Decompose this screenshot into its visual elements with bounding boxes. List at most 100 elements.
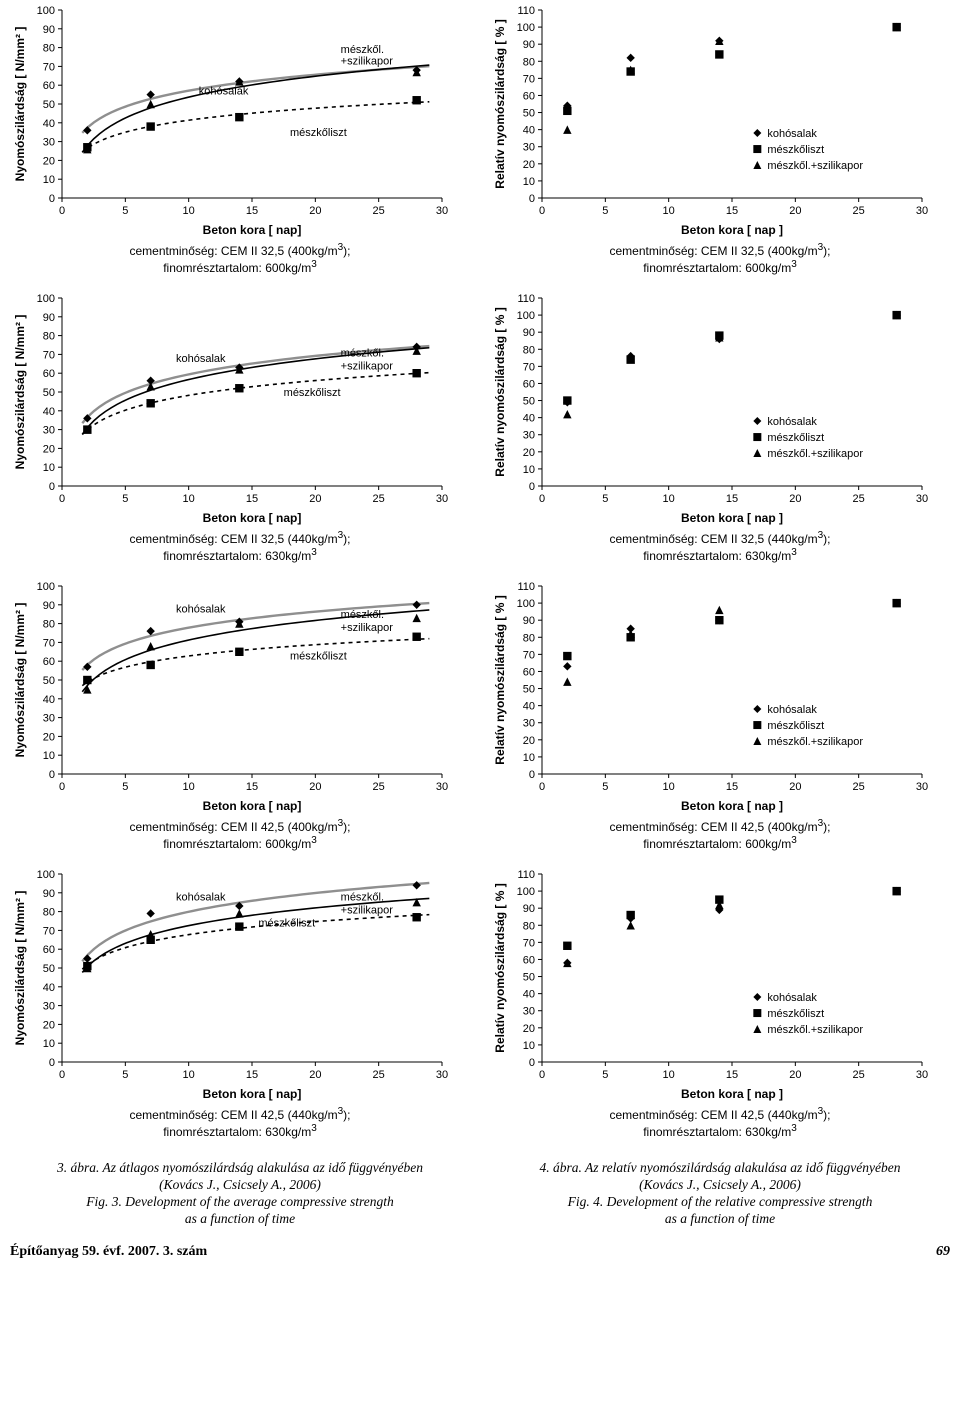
svg-text:70: 70: [523, 649, 535, 661]
svg-text:10: 10: [43, 174, 55, 186]
svg-text:50: 50: [43, 675, 55, 687]
svg-text:60: 60: [43, 656, 55, 668]
svg-text:15: 15: [726, 1069, 738, 1081]
svg-text:30: 30: [43, 713, 55, 725]
svg-text:10: 10: [183, 781, 195, 793]
svg-text:20: 20: [43, 443, 55, 455]
svg-text:15: 15: [246, 1069, 258, 1081]
svg-text:50: 50: [523, 396, 535, 408]
svg-text:10: 10: [43, 1038, 55, 1050]
svg-text:5: 5: [602, 1069, 608, 1081]
svg-text:Relatív nyomószilárdság [ % ]: Relatív nyomószilárdság [ % ]: [493, 883, 507, 1052]
svg-text:+szilikapor: +szilikapor: [341, 56, 394, 68]
svg-text:0: 0: [529, 193, 535, 205]
svg-text:Beton kora [ nap ]: Beton kora [ nap ]: [681, 1087, 783, 1101]
svg-text:40: 40: [523, 701, 535, 713]
svg-text:20: 20: [309, 1069, 321, 1081]
svg-text:kohósalak: kohósalak: [767, 704, 817, 716]
svg-text:10: 10: [523, 752, 535, 764]
svg-text:0: 0: [529, 1057, 535, 1069]
chart-subcaption: cementminőség: CEM II 32,5 (440kg/m3);fi…: [10, 530, 470, 564]
svg-text:0: 0: [49, 481, 55, 493]
svg-text:+szilikapor: +szilikapor: [341, 360, 394, 372]
svg-text:0: 0: [539, 205, 545, 217]
svg-text:0: 0: [539, 1069, 545, 1081]
chart-subcaption: cementminőség: CEM II 32,5 (400kg/m3);fi…: [490, 242, 950, 276]
svg-text:25: 25: [853, 493, 865, 505]
svg-text:mészkőliszt: mészkőliszt: [767, 720, 824, 732]
svg-text:10: 10: [183, 1069, 195, 1081]
svg-text:30: 30: [916, 1069, 928, 1081]
svg-text:mészkől.: mészkől.: [341, 891, 384, 903]
svg-text:30: 30: [436, 205, 448, 217]
svg-text:5: 5: [602, 205, 608, 217]
svg-text:Relatív nyomószilárdság [ % ]: Relatív nyomószilárdság [ % ]: [493, 19, 507, 188]
svg-text:15: 15: [726, 493, 738, 505]
svg-text:30: 30: [523, 142, 535, 154]
svg-text:40: 40: [43, 406, 55, 418]
svg-text:100: 100: [37, 293, 55, 305]
svg-text:90: 90: [43, 888, 55, 900]
svg-text:10: 10: [523, 176, 535, 188]
svg-text:30: 30: [43, 1001, 55, 1013]
svg-text:15: 15: [726, 781, 738, 793]
svg-text:+szilikapor: +szilikapor: [341, 904, 394, 916]
svg-text:100: 100: [517, 886, 535, 898]
svg-text:30: 30: [436, 493, 448, 505]
svg-text:mészkőliszt: mészkőliszt: [767, 1008, 824, 1020]
svg-text:50: 50: [523, 108, 535, 120]
svg-text:80: 80: [43, 331, 55, 343]
svg-text:40: 40: [523, 125, 535, 137]
chart-left-1: 0510152025300102030405060708090100Beton …: [10, 292, 450, 528]
svg-text:70: 70: [43, 637, 55, 649]
svg-text:10: 10: [183, 493, 195, 505]
svg-text:kohósalak: kohósalak: [176, 353, 226, 365]
svg-text:40: 40: [43, 694, 55, 706]
svg-text:+szilikapor: +szilikapor: [341, 622, 394, 634]
svg-text:20: 20: [789, 493, 801, 505]
svg-text:60: 60: [43, 80, 55, 92]
svg-text:25: 25: [853, 205, 865, 217]
svg-text:80: 80: [43, 907, 55, 919]
svg-text:40: 40: [43, 118, 55, 130]
svg-text:80: 80: [43, 619, 55, 631]
svg-text:60: 60: [523, 378, 535, 390]
svg-text:0: 0: [59, 1069, 65, 1081]
chart-subcaption: cementminőség: CEM II 42,5 (400kg/m3);fi…: [10, 818, 470, 852]
svg-text:20: 20: [789, 1069, 801, 1081]
svg-text:Beton kora [ nap]: Beton kora [ nap]: [203, 799, 302, 813]
svg-text:25: 25: [373, 1069, 385, 1081]
svg-text:60: 60: [523, 90, 535, 102]
svg-text:20: 20: [523, 1023, 535, 1035]
svg-text:mészkől.+szilikapor: mészkől.+szilikapor: [767, 736, 863, 748]
svg-text:30: 30: [916, 205, 928, 217]
svg-text:mészkőliszt: mészkőliszt: [767, 144, 824, 156]
svg-text:mészkől.+szilikapor: mészkől.+szilikapor: [767, 1024, 863, 1036]
svg-text:mészkőliszt: mészkőliszt: [284, 387, 341, 399]
svg-text:30: 30: [523, 1006, 535, 1018]
svg-text:Relatív nyomószilárdság [ % ]: Relatív nyomószilárdság [ % ]: [493, 307, 507, 476]
svg-text:mészkőliszt: mészkőliszt: [258, 918, 315, 930]
chart-subcaption: cementminőség: CEM II 32,5 (400kg/m3);fi…: [10, 242, 470, 276]
svg-text:100: 100: [37, 5, 55, 17]
svg-text:30: 30: [43, 137, 55, 149]
svg-text:50: 50: [43, 963, 55, 975]
svg-text:Relatív nyomószilárdság [ % ]: Relatív nyomószilárdság [ % ]: [493, 595, 507, 764]
svg-text:0: 0: [539, 493, 545, 505]
svg-text:0: 0: [49, 769, 55, 781]
svg-text:70: 70: [523, 937, 535, 949]
chart-right-1: 0510152025300102030405060708090100110Bet…: [490, 292, 930, 528]
svg-text:50: 50: [523, 972, 535, 984]
svg-text:0: 0: [49, 1057, 55, 1069]
svg-text:0: 0: [59, 205, 65, 217]
svg-text:kohósalak: kohósalak: [176, 891, 226, 903]
svg-text:0: 0: [49, 193, 55, 205]
svg-text:5: 5: [122, 1069, 128, 1081]
svg-text:25: 25: [373, 493, 385, 505]
svg-text:80: 80: [43, 43, 55, 55]
svg-text:90: 90: [43, 24, 55, 36]
svg-text:110: 110: [517, 869, 535, 881]
svg-text:110: 110: [517, 581, 535, 593]
svg-text:Nyomószilárdság [ N/mm² ]: Nyomószilárdság [ N/mm² ]: [13, 603, 27, 758]
chart-subcaption: cementminőség: CEM II 42,5 (440kg/m3);fi…: [490, 1106, 950, 1140]
